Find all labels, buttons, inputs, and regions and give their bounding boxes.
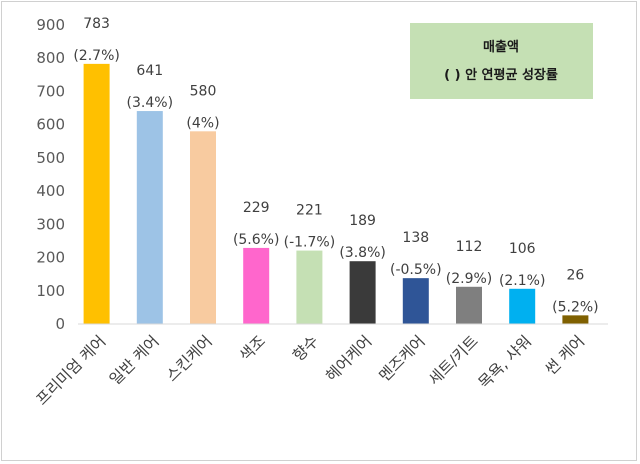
bar: [456, 286, 482, 324]
y-tick-label: 0: [55, 315, 65, 333]
growth-rate-label: (2.7%): [73, 48, 120, 64]
category-label: 헤어케어: [322, 332, 375, 385]
growth-rate-label: (-1.7%): [284, 235, 336, 251]
y-tick-label: 900: [36, 16, 65, 34]
value-label: 112: [456, 239, 483, 255]
y-axis: 0 100 200 300 400 500 600 700 800 900: [36, 16, 65, 333]
value-label: 106: [509, 241, 536, 257]
y-tick-label: 100: [36, 282, 65, 300]
category-label: 일반 케어: [106, 332, 163, 389]
bar: [296, 250, 323, 324]
bar: [562, 315, 589, 324]
bar: [190, 131, 216, 324]
bar: [402, 278, 429, 324]
y-tick-label: 700: [36, 82, 65, 100]
y-tick-label: 400: [36, 182, 65, 200]
growth-rate-label: (2.1%): [499, 273, 546, 289]
value-label: 221: [296, 203, 323, 219]
value-label: 229: [243, 200, 270, 216]
category-label: 멘즈케어: [376, 332, 429, 385]
value-label: 138: [402, 230, 429, 246]
bar: [509, 288, 536, 324]
value-label: 641: [136, 63, 163, 79]
category-label: 프리미엄 케어: [33, 332, 110, 409]
growth-rate-label: (5.2%): [552, 299, 599, 315]
legend-line-1: 매출액: [483, 39, 519, 55]
y-tick-label: 200: [36, 249, 65, 267]
value-label: 783: [83, 16, 110, 32]
bar: [83, 63, 110, 325]
category-label: 스킨케어: [163, 332, 216, 385]
y-tick-label: 500: [36, 149, 65, 167]
category-label: 색조: [236, 332, 269, 365]
growth-rate-label: (3.4%): [127, 95, 174, 111]
bar: [136, 111, 163, 324]
bar: [349, 261, 376, 324]
y-tick-label: 600: [36, 116, 65, 134]
category-label: 썬 케어: [542, 332, 588, 378]
legend-line-2: ( ) 안 연평균 성장률: [444, 67, 558, 83]
legend-background: [410, 23, 593, 99]
bar: [243, 247, 270, 324]
growth-rate-label: (-0.5%): [390, 262, 442, 278]
value-label: 189: [349, 213, 376, 229]
growth-rate-label: (4%): [186, 115, 219, 131]
category-label: 목욕, 샤워: [475, 332, 535, 392]
growth-rate-label: (2.9%): [446, 271, 493, 287]
data-labels-group: (2.7%) 783 (3.4%) 641 (4%) 580 (5.6%) 229 (-1.7%…: [73, 16, 598, 315]
bars-group: [83, 63, 589, 325]
y-tick-label: 800: [36, 49, 65, 67]
value-label: 580: [190, 83, 217, 99]
legend-box: 매출액 ( ) 안 연평균 성장률: [410, 23, 593, 99]
growth-rate-label: (3.8%): [339, 245, 386, 261]
category-label: 세트/키트: [425, 332, 482, 389]
y-tick-label: 300: [36, 215, 65, 233]
category-label: 향수: [289, 332, 322, 365]
growth-rate-label: (5.6%): [233, 232, 280, 248]
value-label: 26: [566, 267, 584, 283]
